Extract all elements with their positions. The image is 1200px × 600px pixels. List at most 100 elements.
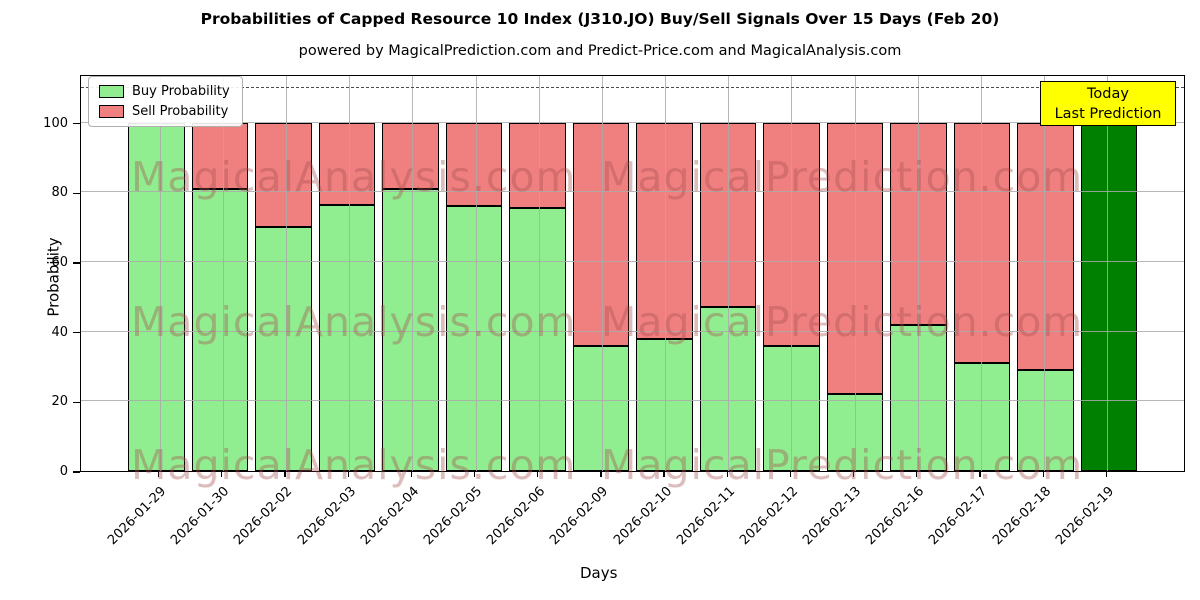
y-tick-mark xyxy=(73,332,80,334)
buy-segment xyxy=(318,204,375,471)
y-tick-label-100: 100 xyxy=(43,115,68,131)
gridline-vertical xyxy=(475,76,477,471)
legend-item-buy: Buy Probability xyxy=(99,84,230,99)
x-tick-label-2026-02-10: 2026-02-10 xyxy=(610,484,675,549)
watermark-text: MagicalAnalysis.com xyxy=(131,441,577,489)
sell-segment xyxy=(191,122,248,189)
x-tick-label-2026-02-11: 2026-02-11 xyxy=(673,484,738,549)
y-tick-mark xyxy=(73,401,80,403)
gridline-vertical xyxy=(412,76,414,471)
gridline-vertical xyxy=(222,76,224,471)
y-tick-mark xyxy=(73,471,80,473)
x-tick-mark xyxy=(853,472,855,477)
x-tick-label-2026-02-02: 2026-02-02 xyxy=(231,484,296,549)
gridline-vertical xyxy=(159,76,161,471)
x-tick-mark xyxy=(473,472,476,477)
x-tick-label-2026-02-13: 2026-02-13 xyxy=(800,484,865,549)
buy-segment xyxy=(699,307,756,471)
watermark-text: MagicalAnalysis.com xyxy=(131,298,577,346)
x-tick-label-2026-02-17: 2026-02-17 xyxy=(926,484,991,549)
sell-segment xyxy=(636,122,693,339)
stacked-bar-2026-02-03 xyxy=(318,76,375,471)
gridline-vertical xyxy=(728,76,730,471)
x-tick-mark xyxy=(537,472,539,477)
y-tick-label-80: 80 xyxy=(51,185,68,201)
buy-segment xyxy=(191,188,248,471)
sell-segment xyxy=(509,122,566,209)
sell-segment xyxy=(1017,122,1074,371)
stacked-bar-2026-02-06 xyxy=(509,76,566,471)
stacked-bar-2026-02-10 xyxy=(636,76,693,471)
buy-segment xyxy=(509,208,566,471)
x-tick-mark xyxy=(916,472,918,477)
gridline-vertical xyxy=(538,76,540,471)
x-tick-label-2026-02-12: 2026-02-12 xyxy=(737,484,802,549)
x-tick-mark xyxy=(1105,472,1108,477)
gridline-vertical xyxy=(285,76,287,471)
x-tick-label-2026-02-06: 2026-02-06 xyxy=(484,484,549,549)
stacked-bar-2026-02-16 xyxy=(890,76,947,471)
y-tick-label-60: 60 xyxy=(51,255,68,271)
x-tick-mark xyxy=(221,472,223,477)
gridline-horizontal-20 xyxy=(81,400,1184,402)
gridline-vertical xyxy=(791,76,793,471)
buy-segment xyxy=(128,122,185,471)
gridline-vertical xyxy=(981,76,983,471)
gridline-vertical xyxy=(1044,76,1046,471)
x-axis-label: Days xyxy=(580,564,618,582)
legend-buy-label: Buy Probability xyxy=(132,84,230,99)
x-tick-mark xyxy=(726,472,728,477)
stacked-bar-2026-02-19 xyxy=(1080,76,1137,471)
stacked-bar-2026-02-04 xyxy=(382,76,439,471)
today-annotation-line1: Today xyxy=(1087,85,1129,102)
sell-segment xyxy=(572,122,629,346)
x-tick-mark xyxy=(284,472,286,477)
stacked-bar-2026-02-02 xyxy=(255,76,312,471)
x-tick-label-2026-02-03: 2026-02-03 xyxy=(294,484,359,549)
y-tick-mark xyxy=(73,262,80,264)
chart-title: Probabilities of Capped Resource 10 Inde… xyxy=(200,10,1000,28)
legend: Buy Probability Sell Probability xyxy=(88,76,243,127)
stacked-bar-2026-02-12 xyxy=(763,76,820,471)
buy-segment xyxy=(255,227,312,471)
watermark-text: MagicalPrediction.com xyxy=(601,441,1084,489)
y-tick-label-20: 20 xyxy=(51,394,68,410)
x-tick-label-2026-02-19: 2026-02-19 xyxy=(1052,484,1118,549)
gridline-horizontal-80 xyxy=(81,191,1184,193)
watermark-text: MagicalAnalysis.com xyxy=(131,153,577,201)
today-bar-segment xyxy=(1080,122,1137,471)
x-tick-label-2026-02-09: 2026-02-09 xyxy=(547,484,612,549)
stacked-bar-2026-01-30 xyxy=(191,76,248,471)
buy-segment xyxy=(763,345,820,471)
x-tick-label-2026-02-18: 2026-02-18 xyxy=(989,484,1054,549)
plot-area: MagicalAnalysis.com MagicalPrediction.com… xyxy=(80,75,1185,489)
sell-segment xyxy=(763,122,820,346)
sell-segment xyxy=(445,122,502,207)
gridline-vertical xyxy=(665,76,667,471)
buy-segment xyxy=(636,338,693,471)
x-tick-mark xyxy=(600,472,602,477)
stacked-bar-2026-02-05 xyxy=(445,76,502,471)
y-tick-mark xyxy=(73,192,80,195)
gridline-horizontal-60 xyxy=(81,261,1184,263)
sell-segment xyxy=(318,122,375,205)
bars-container xyxy=(81,76,1184,471)
chart-subtitle: powered by MagicalPrediction.com and Pre… xyxy=(298,43,902,59)
gridline-vertical xyxy=(917,76,919,471)
threshold-dashed-line xyxy=(81,86,1184,88)
stacked-bar-2026-02-11 xyxy=(699,76,756,471)
buy-swatch-icon xyxy=(99,85,124,98)
buy-segment xyxy=(572,345,629,471)
sell-segment xyxy=(699,122,756,308)
today-annotation: Today Last Prediction xyxy=(1040,81,1176,126)
x-tick-mark xyxy=(347,472,349,477)
today-annotation-line2: Last Prediction xyxy=(1054,105,1162,122)
gridline-vertical xyxy=(601,76,603,471)
gridline-vertical xyxy=(349,76,351,471)
x-tick-label-2026-01-30: 2026-01-30 xyxy=(168,484,233,549)
legend-sell-label: Sell Probability xyxy=(132,104,229,119)
sell-swatch-icon xyxy=(99,105,124,118)
y-tick-label-0: 0 xyxy=(59,464,68,479)
x-tick-label-2026-02-05: 2026-02-05 xyxy=(421,484,486,549)
